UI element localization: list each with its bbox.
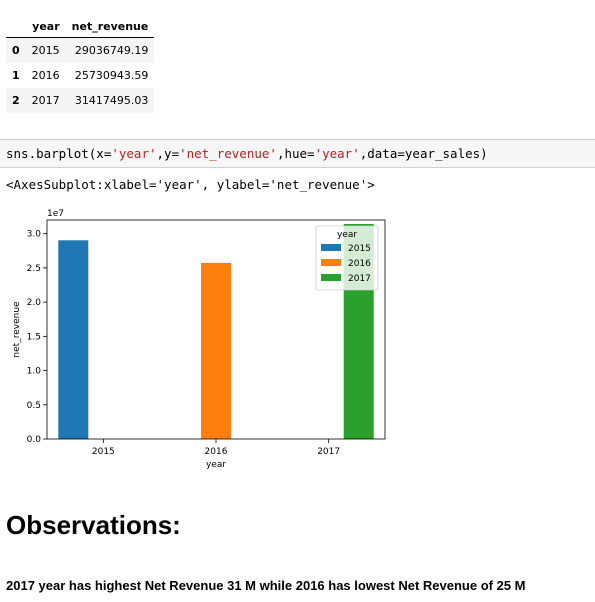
- x-axis-label: year: [206, 460, 226, 470]
- table-header-row: year net_revenue: [6, 16, 155, 38]
- output-repr: <AxesSubplot:xlabel='year', ylabel='net_…: [6, 177, 375, 192]
- x-tick-label: 2016: [205, 447, 228, 457]
- net-revenue-cell: 31417495.03: [74, 94, 149, 107]
- index-header: [6, 16, 26, 38]
- year-cell: 2015: [31, 44, 60, 57]
- legend-title: year: [337, 230, 357, 240]
- x-tick-label: 2015: [92, 447, 115, 457]
- x-tick-label: 2017: [317, 447, 340, 457]
- code-data-suffix: ,data=year_sales): [359, 146, 488, 161]
- code-hue-arg: 'year': [314, 146, 360, 161]
- y-tick-label: 2.0: [27, 298, 42, 308]
- y-axis-label: net_revenue: [12, 301, 22, 358]
- row-index: 2: [12, 94, 20, 107]
- observations-text: 2017 year has highest Net Revenue 31 M w…: [6, 578, 526, 593]
- table-row: 1 2016 25730943.59: [6, 63, 154, 88]
- y-tick-label: 0.0: [27, 435, 42, 445]
- code-x-arg: 'year': [111, 146, 157, 161]
- row-index: 1: [12, 69, 20, 82]
- year-header: year: [25, 16, 66, 38]
- code-prefix: sns.barplot(x=: [6, 146, 112, 161]
- net-revenue-cell: 25730943.59: [74, 69, 149, 82]
- legend-swatch-2015: [321, 244, 341, 251]
- legend-swatch-2017: [321, 274, 341, 281]
- year-cell: 2017: [31, 94, 60, 107]
- dataframe-table: year net_revenue 0 2015 29036749.19 1 20…: [6, 16, 155, 113]
- bar-chart: 0.0 0.5 1.0 1.5 2.0 2.5 3.0 1e7 2015 2016 2017 year…: [12, 209, 386, 470]
- legend-entry: 2015: [348, 244, 371, 254]
- table-row: 0 2015 29036749.19: [6, 37, 155, 63]
- bar-2015: [58, 240, 89, 439]
- net-revenue-header: net_revenue: [65, 16, 155, 38]
- y-tick-label: 2.5: [27, 264, 41, 274]
- code-cell[interactable]: sns.barplot(x='year',y='net_revenue',hue…: [0, 139, 595, 168]
- bar-2016: [200, 262, 232, 439]
- y-tick-label: 0.5: [27, 401, 41, 411]
- y-tick-label: 3.0: [27, 230, 42, 240]
- y-tick-label: 1.0: [27, 367, 42, 377]
- legend-entry: 2017: [348, 274, 371, 284]
- legend-swatch-2016: [321, 259, 341, 266]
- y-tick-label: 1.5: [27, 332, 41, 342]
- observations-title: Observations:: [6, 510, 181, 540]
- table-row: 2 2017 31417495.03: [6, 88, 155, 113]
- code-y-arg: 'net_revenue': [179, 146, 277, 161]
- code-input[interactable]: sns.barplot(x='year',y='net_revenue',hue…: [6, 146, 488, 161]
- legend-entry: 2016: [348, 259, 371, 269]
- year-cell: 2016: [31, 69, 60, 82]
- net-revenue-cell: 29036749.19: [74, 44, 149, 57]
- row-index: 0: [12, 44, 20, 57]
- code-y-prefix: ,y=: [156, 146, 180, 161]
- y-offset-text: 1e7: [47, 209, 64, 219]
- code-hue-prefix: ,hue=: [276, 146, 315, 161]
